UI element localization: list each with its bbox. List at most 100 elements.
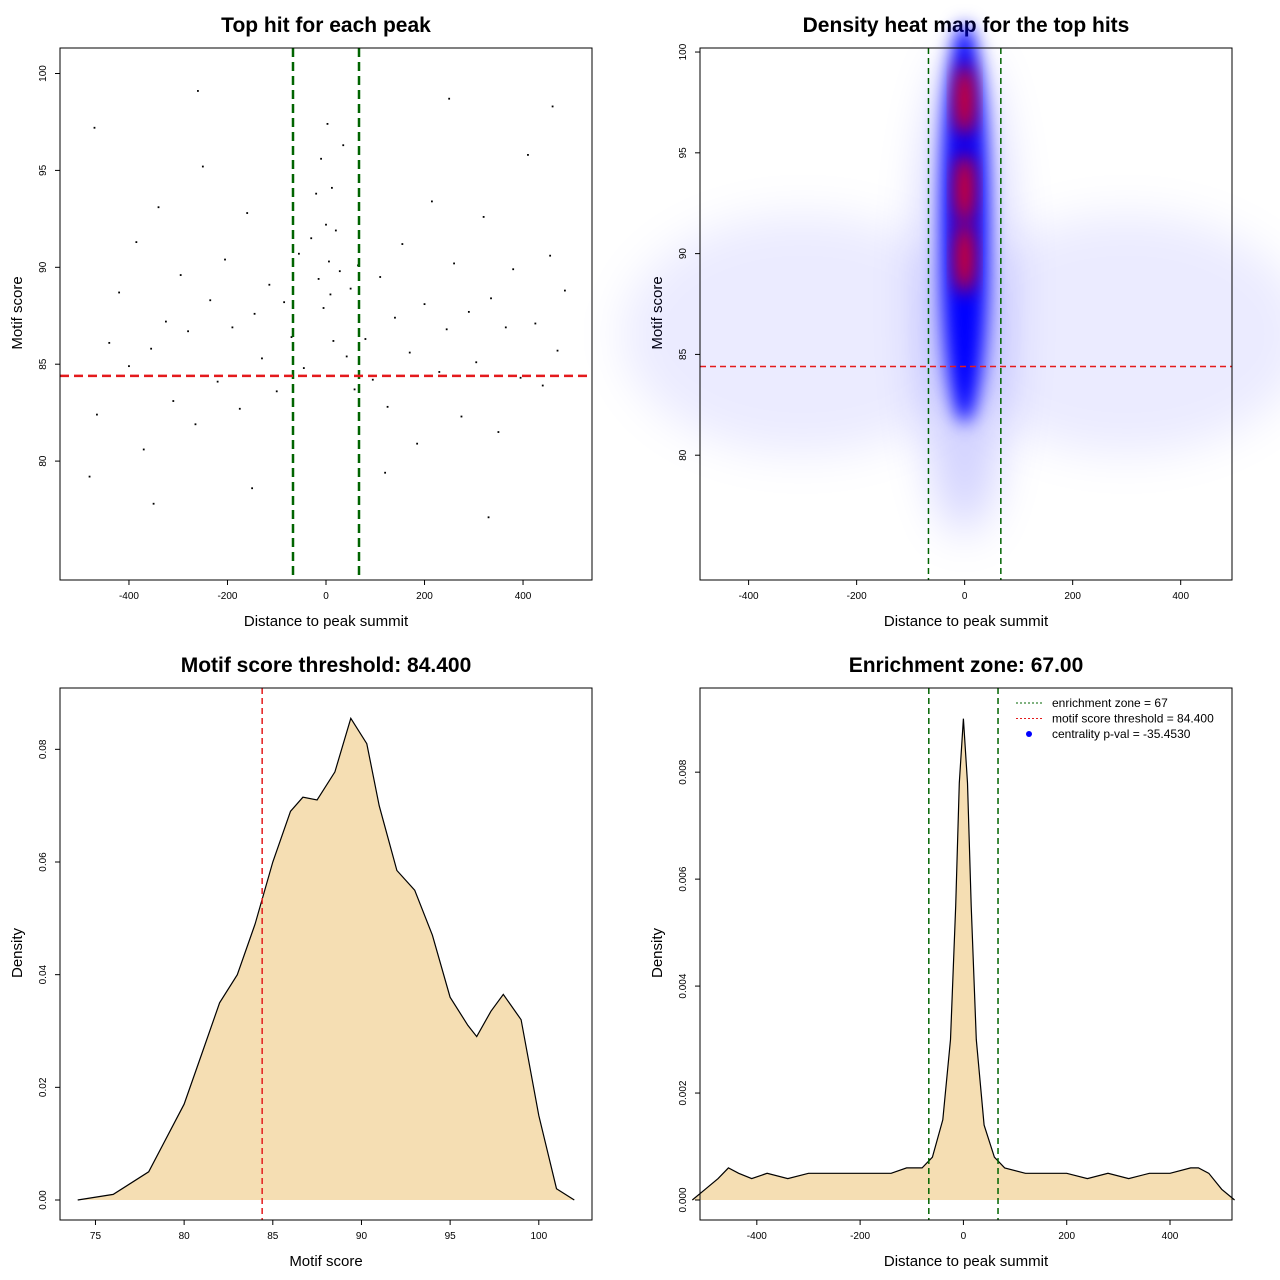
data-point <box>315 192 318 195</box>
heatmap-y-tick-label: 90 <box>678 248 689 260</box>
score-density-x-tick-label: 100 <box>530 1231 547 1242</box>
data-point <box>460 415 463 418</box>
score-density-title: Motif score threshold: 84.400 <box>181 654 472 677</box>
score-density-x-tick-label: 90 <box>356 1231 368 1242</box>
distance-density-panel: Enrichment zone: 67.00 Distance to peak … <box>649 654 1235 1270</box>
data-point <box>475 361 478 364</box>
data-point <box>320 157 322 160</box>
heatmap-plot-frame <box>699 47 1233 581</box>
heatmap-x-tick-label: 400 <box>1172 591 1189 602</box>
data-point <box>556 349 559 352</box>
data-point <box>334 229 337 232</box>
scatter-title: Top hit for each peak <box>221 14 431 37</box>
enrichment-y-axis-label: Density <box>649 927 666 978</box>
distance-density-x-tick-label: 400 <box>1162 1231 1179 1242</box>
scatter-panel: Top hit for each peak Distance to peak s… <box>9 14 593 630</box>
data-point <box>187 330 189 333</box>
distance-density-x-tick-label: -200 <box>850 1231 870 1242</box>
data-point <box>201 165 204 168</box>
data-point <box>490 297 492 300</box>
data-point <box>172 400 175 402</box>
scatter-x-tick-label: 0 <box>323 591 329 602</box>
data-point <box>504 326 507 329</box>
scatter-y-tick-label: 80 <box>38 455 49 467</box>
data-point <box>302 367 305 369</box>
data-point <box>416 442 419 445</box>
data-point <box>135 241 138 244</box>
data-point <box>384 471 387 474</box>
enrichment-title: Enrichment zone: 67.00 <box>849 654 1084 677</box>
data-point <box>519 376 522 379</box>
data-point <box>165 320 167 323</box>
scatter-plot-frame <box>59 47 593 581</box>
data-point <box>342 144 345 147</box>
scatter-y-tick-label: 90 <box>38 261 49 273</box>
data-point <box>179 274 182 276</box>
legend-pval-swatch <box>1026 731 1032 737</box>
data-point <box>353 388 356 391</box>
score-density-area <box>77 718 575 1200</box>
data-point <box>224 258 226 261</box>
data-point <box>551 105 554 108</box>
scatter-x-tick-label: 200 <box>416 591 433 602</box>
score-density-y-axis-label: Density <box>9 927 26 978</box>
data-point <box>364 338 367 340</box>
data-point <box>322 307 325 309</box>
data-point <box>331 186 333 189</box>
data-point <box>142 448 145 451</box>
data-point <box>541 384 544 387</box>
data-point <box>231 326 234 329</box>
data-point <box>345 355 348 358</box>
score-density-panel: Motif score threshold: 84.400 Motif scor… <box>9 654 593 1270</box>
data-point <box>386 405 389 408</box>
heatmap-x-axis-label: Distance to peak summit <box>884 613 1049 630</box>
score-density-curve <box>77 716 575 1201</box>
heatmap-hotspot <box>955 153 974 226</box>
heatmap-hotspot <box>955 221 974 294</box>
heatmap-x-tick-label: -200 <box>847 591 867 602</box>
distance-density-y-tick-label: 0.006 <box>678 866 689 891</box>
scatter-y-tick-label: 95 <box>38 164 49 176</box>
legend: enrichment zone = 67 motif score threshol… <box>1016 696 1214 741</box>
score-density-y-tick-label: 0.06 <box>38 852 49 872</box>
scatter-x-tick-label: -200 <box>217 591 237 602</box>
data-point <box>401 243 404 245</box>
data-point <box>332 340 335 342</box>
data-point <box>268 283 271 286</box>
scatter-y-tick-label: 85 <box>38 358 49 370</box>
data-point <box>216 380 219 383</box>
distance-density-x-tick-label: -400 <box>747 1231 767 1242</box>
data-point <box>379 276 382 278</box>
scatter-x-tick-label: -400 <box>119 591 139 602</box>
data-point <box>448 97 451 100</box>
distance-density-y-tick-label: 0.008 <box>678 759 689 784</box>
data-point <box>349 287 352 290</box>
data-point <box>328 260 330 263</box>
score-density-x-tick-label: 80 <box>179 1231 191 1242</box>
heatmap-density <box>622 23 1280 534</box>
data-point <box>128 365 130 368</box>
score-density-y-tick-label: 0.04 <box>38 964 49 984</box>
data-point <box>88 475 91 478</box>
data-point <box>423 303 426 306</box>
data-point <box>371 378 374 381</box>
data-point <box>275 390 278 393</box>
data-point <box>251 487 254 490</box>
data-point <box>197 90 199 92</box>
distance-density-curve <box>691 718 1235 1201</box>
score-density-x-axis-label: Motif score <box>289 1253 362 1270</box>
scatter-y-axis-label: Motif score <box>9 276 26 349</box>
data-point <box>453 262 455 265</box>
enrichment-x-axis-label: Distance to peak summit <box>884 1253 1049 1270</box>
heatmap-y-tick-label: 100 <box>678 43 689 60</box>
data-point <box>283 301 286 304</box>
distance-density-plot-frame <box>699 687 1233 1221</box>
data-point <box>298 252 300 255</box>
data-point <box>487 516 490 519</box>
data-point <box>152 502 155 505</box>
data-point <box>238 407 241 410</box>
data-point <box>564 289 566 292</box>
heatmap-haze-right <box>946 214 1280 455</box>
heatmap-panel: Density heat map for the top hits Distan… <box>622 14 1280 630</box>
data-point <box>325 223 327 226</box>
